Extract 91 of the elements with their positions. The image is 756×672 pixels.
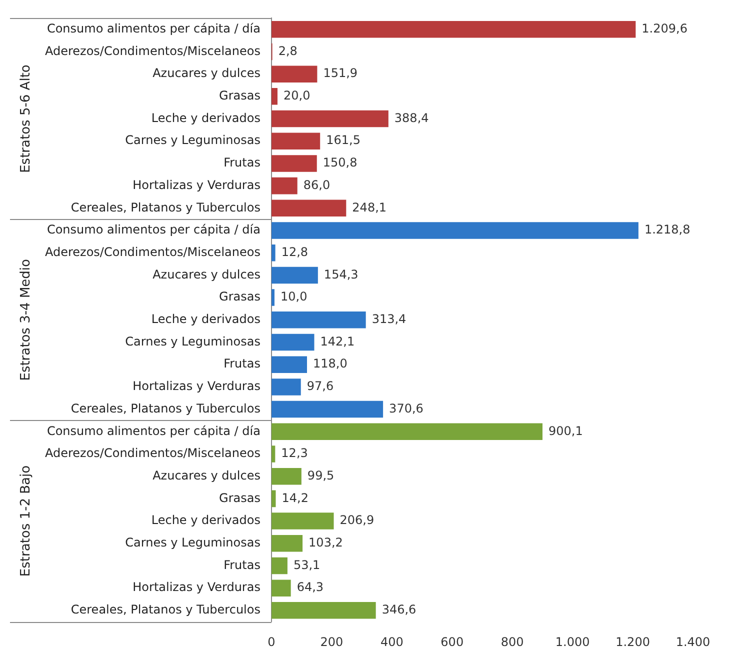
bar bbox=[271, 602, 376, 619]
data-label: 900,1 bbox=[548, 424, 583, 438]
x-tick-label: 200 bbox=[320, 634, 344, 649]
y-tick-label: Leche y derivados bbox=[151, 110, 260, 125]
data-label: 151,9 bbox=[323, 66, 358, 80]
data-label: 142,1 bbox=[320, 334, 355, 348]
bar bbox=[271, 490, 276, 508]
bar bbox=[271, 200, 346, 217]
data-label: 388,4 bbox=[394, 110, 429, 125]
y-tick-label: Aderezos/Condimentos/Miscelaneos bbox=[44, 244, 260, 259]
y-tick-label: Azucares y dulces bbox=[152, 66, 260, 80]
y-tick-label: Hortalizas y Verduras bbox=[132, 580, 260, 594]
data-label: 12,3 bbox=[281, 446, 308, 460]
y-tick-label: Grasas bbox=[219, 88, 260, 103]
data-label: 370,6 bbox=[389, 401, 424, 416]
bar bbox=[271, 512, 334, 530]
bar bbox=[271, 222, 638, 239]
x-tick-label: 800 bbox=[500, 634, 524, 649]
bar bbox=[271, 535, 303, 552]
y-tick-label: Carnes y Leguminosas bbox=[125, 334, 260, 348]
y-tick-label: Grasas bbox=[219, 290, 260, 304]
y-tick-label: Frutas bbox=[224, 356, 260, 371]
bar bbox=[271, 400, 384, 418]
text: Estratos 1-2 Bajo bbox=[18, 465, 34, 577]
bar bbox=[271, 155, 317, 172]
data-label: 313,4 bbox=[372, 312, 406, 326]
bar bbox=[271, 266, 318, 284]
x-tick-label: 600 bbox=[440, 634, 464, 649]
data-label: 206,9 bbox=[340, 513, 374, 528]
y-tick-label: Consumo alimentos per cápita / día bbox=[46, 22, 260, 36]
bar bbox=[271, 66, 318, 82]
bar bbox=[271, 356, 307, 373]
bar bbox=[271, 132, 320, 150]
text: Estratos 3-4 Medio bbox=[18, 258, 34, 381]
y-tick-label: Aderezos/Condimentos/Miscelaneos bbox=[44, 44, 260, 58]
data-label: 346,6 bbox=[382, 602, 416, 617]
x-tick-label: 400 bbox=[380, 634, 404, 649]
bar bbox=[271, 378, 301, 396]
data-label: 12,8 bbox=[281, 244, 308, 259]
bar bbox=[271, 88, 278, 105]
y-tick-label: Carnes y Leguminosas bbox=[125, 133, 260, 148]
y-tick-label: Hortalizas y Verduras bbox=[132, 379, 260, 394]
data-label: 2,8 bbox=[278, 44, 298, 58]
data-label: 150,8 bbox=[322, 156, 358, 170]
bar bbox=[271, 557, 288, 574]
data-label: 53,1 bbox=[293, 558, 320, 572]
data-label: 64,3 bbox=[296, 580, 324, 594]
y-tick-label: Grasas bbox=[219, 490, 260, 505]
y-tick-label: Leche y derivados bbox=[151, 312, 260, 326]
bar bbox=[271, 446, 276, 462]
bar bbox=[271, 244, 276, 262]
data-label: 20,0 bbox=[283, 88, 310, 103]
bar bbox=[271, 110, 388, 128]
y-tick-label: Frutas bbox=[224, 558, 260, 572]
data-label: 248,1 bbox=[352, 200, 387, 214]
x-tick-label: 1.200 bbox=[616, 634, 650, 649]
y-tick-label: Azucares y dulces bbox=[152, 267, 260, 282]
data-label: 10,0 bbox=[280, 290, 308, 304]
data-label: 118,0 bbox=[313, 356, 348, 371]
y-tick-label: Cereales, Platanos y Tuberculos bbox=[70, 602, 260, 617]
bar bbox=[271, 289, 274, 306]
y-tick-label: Hortalizas y Verduras bbox=[132, 178, 260, 192]
y-tick-label: Cereales, Platanos y Tuberculos bbox=[70, 200, 260, 214]
data-label: 154,3 bbox=[324, 267, 358, 282]
y-tick-label: Consumo alimentos per cápita / día bbox=[46, 222, 260, 237]
bar bbox=[271, 20, 636, 38]
y-tick-label: Consumo alimentos per cápita / día bbox=[46, 424, 260, 438]
y-tick-label: Aderezos/Condimentos/Miscelaneos bbox=[44, 446, 260, 460]
data-label: 161,5 bbox=[326, 133, 360, 148]
y-tick-label: Leche y derivados bbox=[151, 513, 260, 528]
data-label: 97,6 bbox=[306, 379, 334, 394]
bar bbox=[271, 468, 302, 485]
y-tick-label: Cereales, Platanos y Tuberculos bbox=[70, 401, 260, 416]
bar bbox=[271, 312, 366, 328]
bar bbox=[271, 177, 298, 194]
data-label: 1.209,6 bbox=[642, 22, 688, 36]
y-tick-label: Azucares y dulces bbox=[152, 468, 260, 482]
bar bbox=[271, 334, 314, 351]
data-label: 99,5 bbox=[307, 468, 334, 482]
bar bbox=[271, 423, 542, 440]
data-label: 103,2 bbox=[308, 536, 343, 550]
data-label: 14,2 bbox=[282, 490, 308, 505]
y-tick-label: Carnes y Leguminosas bbox=[125, 536, 260, 550]
x-tick-label: 0 bbox=[268, 634, 276, 649]
data-label: 86,0 bbox=[303, 178, 330, 192]
x-tick-label: 1.400 bbox=[676, 634, 710, 649]
bar bbox=[271, 580, 291, 596]
data-label: 1.218,8 bbox=[644, 222, 690, 237]
y-tick-label: Frutas bbox=[224, 156, 260, 170]
text: Estratos 5-6 Alto bbox=[18, 64, 34, 173]
x-tick-label: 1.000 bbox=[555, 634, 590, 649]
